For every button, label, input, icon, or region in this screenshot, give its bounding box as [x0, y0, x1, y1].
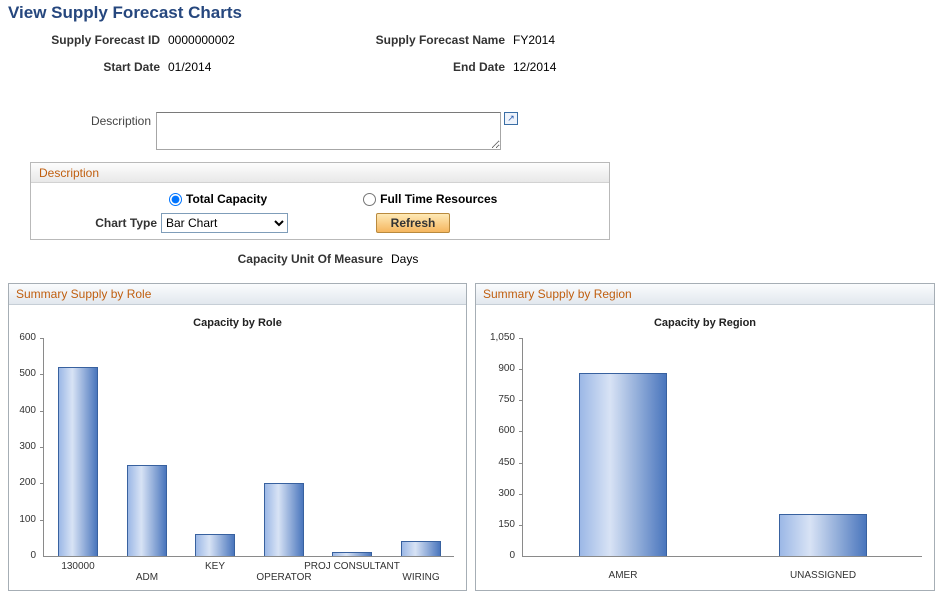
uom-value: Days: [391, 252, 419, 266]
y-axis-label: 450: [498, 456, 515, 468]
y-axis-label: 600: [19, 332, 36, 343]
bar-unassigned: [779, 514, 867, 556]
description-label: Description: [90, 114, 151, 128]
description-textarea[interactable]: [156, 112, 501, 150]
bar-adm: [127, 465, 167, 556]
capacity-radio-group: Total Capacity Full Time Resources: [31, 190, 609, 208]
y-axis-label: 0: [509, 550, 515, 561]
capacity-by-role-chart: Capacity by Role 0 100 200 300 400 500 600 13000…: [9, 305, 466, 591]
start-date-value: 01/2014: [168, 60, 212, 74]
chart-type-label: Chart Type: [95, 216, 157, 230]
y-axis-label: 400: [19, 404, 36, 416]
chart-type-row: Chart Type Bar Chart Refresh: [31, 213, 609, 233]
x-axis-label: KEY: [204, 561, 225, 572]
radio-option-total-capacity[interactable]: Total Capacity: [169, 192, 267, 206]
chart-title: Capacity by Role: [193, 317, 282, 329]
y-axis-tick: [519, 462, 523, 464]
header-fields: Supply Forecast ID 0000000002 Supply For…: [0, 33, 720, 74]
y-axis-tick: [40, 447, 44, 448]
y-axis-label: 0: [30, 550, 36, 561]
y-axis-label: 100: [19, 513, 36, 525]
x-axis-label: AMER: [608, 570, 638, 581]
y-axis-label: 1,050: [489, 332, 515, 343]
x-axis-label: PROJ CONSULTANT: [304, 561, 400, 572]
radio-full-time-resources-label: Full Time Resources: [380, 192, 498, 206]
y-axis-label: 200: [19, 477, 36, 489]
y-axis-tick: [519, 524, 523, 526]
bar-proj-consultant: [332, 552, 372, 556]
y-axis-label: 750: [498, 394, 515, 406]
description-row: Description ↗: [0, 112, 518, 150]
uom-label: Capacity Unit Of Measure: [237, 252, 383, 266]
plot-area: 0 100 200 300 400 500 600 130000 ADM KEY OPERATOR P…: [19, 332, 454, 583]
y-axis-label: 150: [498, 518, 515, 530]
capacity-by-region-chart: Capacity by Region 0 150 300 450 600 750 900 1,0…: [476, 305, 934, 591]
summary-supply-by-role-panel: Summary Supply by Role Capacity by Role 0…: [8, 283, 467, 591]
chart-type-select[interactable]: Bar Chart: [161, 213, 288, 233]
supply-forecast-name-value: FY2014: [513, 33, 556, 47]
y-axis-tick: [519, 493, 523, 495]
groupbox-title: Description: [31, 163, 609, 183]
panel-header-role: Summary Supply by Role: [9, 284, 466, 305]
radio-full-time-resources[interactable]: [363, 192, 377, 206]
end-date-value: 12/2014: [513, 60, 557, 74]
bar-wiring: [401, 541, 441, 556]
summary-supply-by-region-panel: Summary Supply by Region Capacity by Reg…: [475, 283, 935, 591]
chart-title: Capacity by Region: [653, 317, 757, 329]
page-title: View Supply Forecast Charts: [8, 3, 242, 22]
y-axis-tick: [519, 369, 523, 371]
x-axis-label: ADM: [135, 572, 159, 583]
y-axis-tick: [519, 431, 523, 433]
radio-option-full-time-resources[interactable]: Full Time Resources: [363, 192, 497, 206]
y-axis-tick: [40, 338, 44, 339]
y-axis-label: 300: [19, 441, 36, 452]
popup-expand-icon[interactable]: ↗: [504, 112, 518, 125]
y-axis-label: 500: [19, 368, 36, 380]
supply-forecast-name-label: Supply Forecast Name: [375, 33, 505, 47]
bar-operator: [264, 483, 304, 556]
x-axis-label: WIRING: [402, 572, 440, 583]
y-axis-tick: [519, 338, 523, 339]
supply-forecast-id-label: Supply Forecast ID: [51, 33, 160, 47]
y-axis-label: 900: [498, 363, 515, 375]
description-groupbox: Description Total Capacity Full Time Res…: [30, 162, 610, 240]
y-axis-tick: [40, 374, 44, 376]
end-date-label: End Date: [452, 60, 505, 74]
y-axis-tick: [40, 519, 44, 521]
x-axis-label: OPERATOR: [256, 572, 312, 583]
plot-area: 0 150 300 450 600 750 900 1,050 AMER UNASSIGNED: [490, 332, 922, 581]
bar-amer: [579, 373, 667, 556]
x-axis-label: UNASSIGNED: [789, 570, 857, 581]
y-axis-tick: [40, 483, 44, 485]
panel-header-region: Summary Supply by Region: [476, 284, 934, 305]
bar-130000: [58, 367, 98, 556]
x-axis-label: 130000: [61, 561, 95, 572]
start-date-label: Start Date: [103, 60, 160, 74]
radio-total-capacity-label: Total Capacity: [186, 192, 268, 206]
refresh-button[interactable]: Refresh: [376, 213, 450, 233]
y-axis-tick: [40, 410, 44, 412]
y-axis-tick: [519, 400, 523, 402]
bar-key: [195, 534, 235, 556]
radio-total-capacity[interactable]: [169, 192, 182, 206]
y-axis-label: 600: [498, 425, 515, 437]
uom-row: Capacity Unit Of Measure Days: [0, 252, 419, 266]
supply-forecast-id-value: 0000000002: [168, 33, 235, 47]
y-axis-label: 300: [498, 487, 515, 499]
